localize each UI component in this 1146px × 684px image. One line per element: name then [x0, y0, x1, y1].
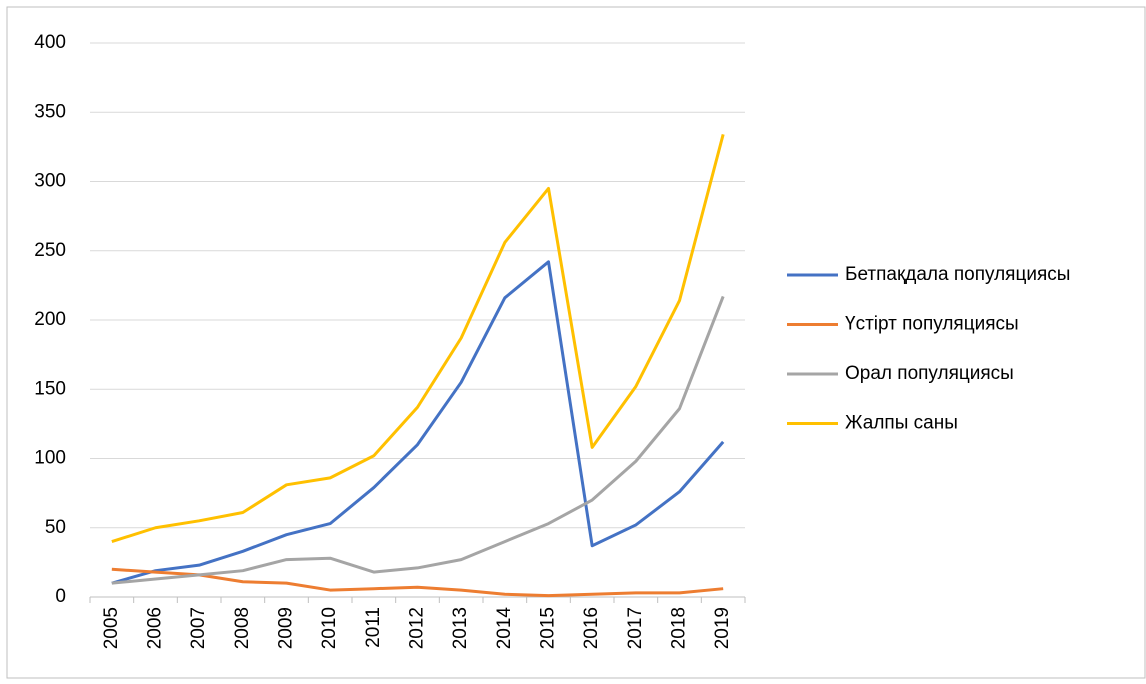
series-line [111, 567, 724, 598]
y-tick-label: 350 [34, 101, 66, 122]
y-tick-label: 400 [34, 32, 66, 53]
legend-label: Бетпақдала популяциясы [845, 264, 1070, 285]
legend-label: Орал популяциясы [845, 363, 1014, 384]
y-tick-label: 0 [55, 586, 66, 607]
y-tick-label: 300 [34, 171, 66, 192]
x-tick-label: 2008 [232, 607, 253, 649]
y-tick-label: 150 [34, 378, 66, 399]
y-tick-label: 250 [34, 240, 66, 261]
y-tick-label: 100 [34, 448, 66, 469]
legend-label: Үстірт популяциясы [845, 314, 1019, 335]
x-tick-label: 2010 [319, 607, 340, 649]
y-tick-label: 200 [34, 309, 66, 330]
x-tick-label: 2015 [538, 607, 559, 649]
x-tick-label: 2019 [712, 607, 733, 649]
legend-label: Жалпы саны [845, 413, 958, 434]
series-line [111, 295, 725, 585]
x-tick-label: 2012 [407, 607, 428, 649]
x-tick-label: 2017 [625, 607, 646, 649]
x-tick-label: 2013 [450, 607, 471, 649]
x-tick-label: 2006 [145, 607, 166, 649]
series-line [111, 134, 725, 544]
x-tick-label: 2005 [101, 607, 122, 649]
x-tick-label: 2009 [276, 607, 297, 649]
x-tick-label: 2016 [581, 607, 602, 649]
x-tick-label: 2011 [363, 607, 384, 648]
series-line [111, 260, 725, 585]
x-tick-label: 2007 [188, 607, 209, 649]
x-tick-label: 2014 [494, 607, 515, 650]
x-tick-label: 2018 [669, 607, 690, 649]
y-tick-label: 50 [45, 517, 66, 538]
